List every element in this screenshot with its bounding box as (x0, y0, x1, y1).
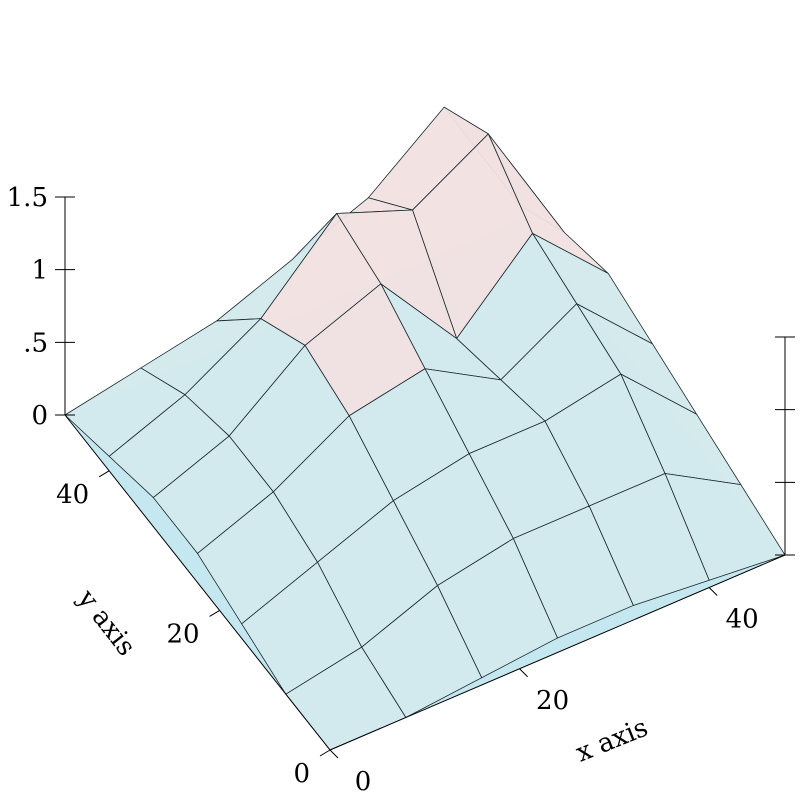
x-tick (519, 668, 528, 678)
x-tick-label: 20 (536, 686, 569, 716)
x-axis-label: x axis (572, 713, 653, 769)
x-tick (708, 587, 718, 596)
y-tick-label: 20 (166, 619, 199, 649)
z-tick-label: 1.5 (7, 183, 48, 213)
y-tick-label: 0 (293, 759, 310, 789)
x-tick-label: 40 (726, 605, 759, 635)
z-tick-label: 0 (31, 401, 48, 431)
y-tick (319, 749, 331, 757)
y-tick (209, 609, 220, 617)
y-tick (98, 470, 110, 478)
x-tick (329, 749, 339, 759)
x-tick-label: 0 (355, 767, 372, 797)
z-tick-label: .5 (23, 328, 48, 358)
z-tick-label: 1 (31, 256, 48, 286)
y-tick-label: 40 (56, 480, 89, 510)
y-axis-label: y axis (71, 584, 141, 662)
